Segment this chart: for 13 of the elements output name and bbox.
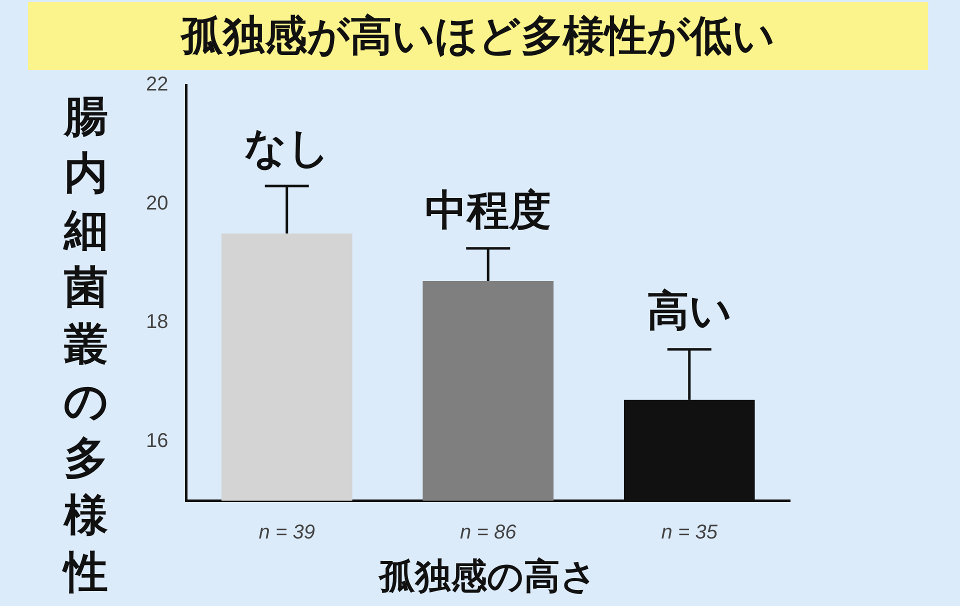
- annotation: 高い: [646, 286, 732, 336]
- y-tick-label: 16: [146, 430, 168, 452]
- y-tick-label: 18: [146, 311, 168, 334]
- x-tick-label: n = 39: [258, 521, 315, 544]
- annotation: 中程度: [425, 185, 552, 234]
- y-tick-label: 22: [146, 74, 168, 96]
- x-tick-label: n = 86: [460, 521, 518, 544]
- annotation: なし: [244, 122, 330, 172]
- x-tick-label: n = 35: [661, 521, 718, 544]
- chart-title: 孤独感が高いほど多様性が低い: [28, 2, 928, 70]
- y-tick-label: 20: [146, 192, 168, 214]
- text: 腸内細菌叢の多様性: [64, 91, 108, 598]
- x-axis-title: 孤独感の高さ: [378, 555, 598, 596]
